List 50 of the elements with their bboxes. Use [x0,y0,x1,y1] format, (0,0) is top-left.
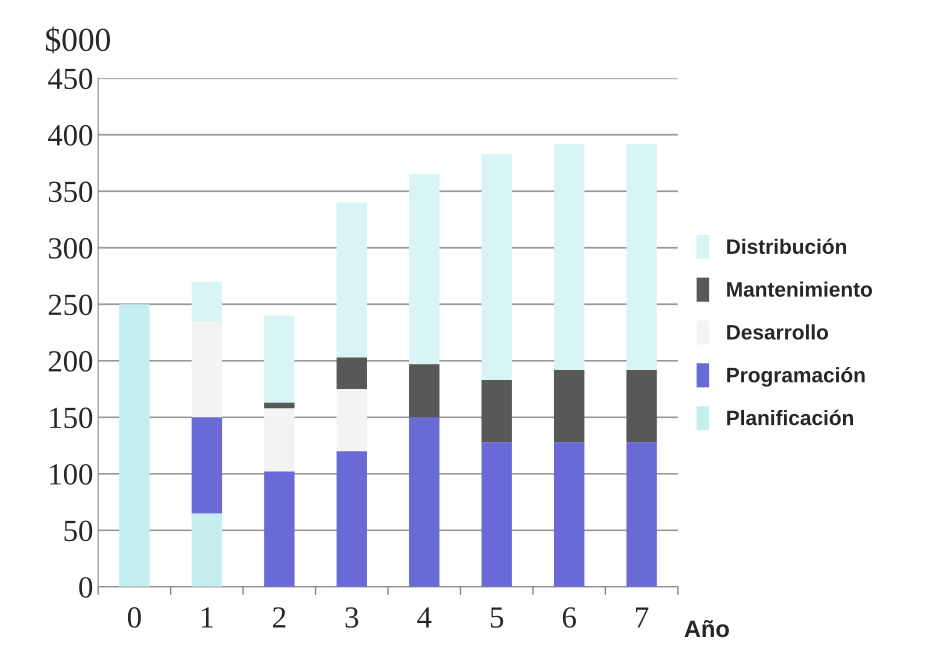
y-tick-label: 100 [50,464,92,485]
x-tick-label: 5 [490,607,504,628]
y-tick-label: 0 [79,577,92,598]
bar [192,417,222,514]
bar [554,370,584,442]
x-tick-label: 2 [273,607,286,628]
bar [409,174,440,364]
x-tick-label: 6 [562,607,576,628]
bar [482,442,512,587]
y-tick-label: 250 [48,294,92,316]
y-tick-label: 400 [48,125,92,146]
bar [192,282,222,322]
bar [336,202,368,358]
x-axis-title: Año [684,620,729,638]
bar [409,364,440,418]
bar [336,451,368,587]
bar [264,472,295,587]
y-axis-title: $000 [46,26,110,54]
legend-label: Mantenimiento [727,282,872,297]
bar [482,154,512,380]
x-tick-label: 0 [128,607,141,628]
x-tick-label: 4 [417,607,432,628]
x-tick-label: 1 [202,607,213,628]
bar [626,442,657,587]
bar [336,389,368,452]
x-tick-label: 7 [636,607,648,628]
bar [119,304,150,587]
bar [482,380,512,442]
bar [336,357,368,390]
bar [192,321,222,418]
bar [192,513,222,587]
bar [626,370,657,442]
legend-label: Programación [727,366,865,387]
legend-label: Distribución [727,238,846,254]
x-tick-label: 3 [346,607,358,628]
bar [626,144,657,370]
y-tick-label: 150 [50,408,92,428]
bar [264,408,295,472]
bar [554,442,584,587]
legend-label: Desarrollo [727,324,828,340]
bar [409,417,440,587]
y-tick-label: 200 [48,351,92,372]
y-tick-label: 300 [48,238,92,259]
legend-label: Planificación [727,410,854,426]
y-tick-label: 450 [48,68,92,90]
bar [264,316,295,403]
bar [554,144,584,370]
bar [264,402,295,408]
y-tick-label: 350 [48,182,92,202]
y-tick-label: 50 [64,520,92,542]
